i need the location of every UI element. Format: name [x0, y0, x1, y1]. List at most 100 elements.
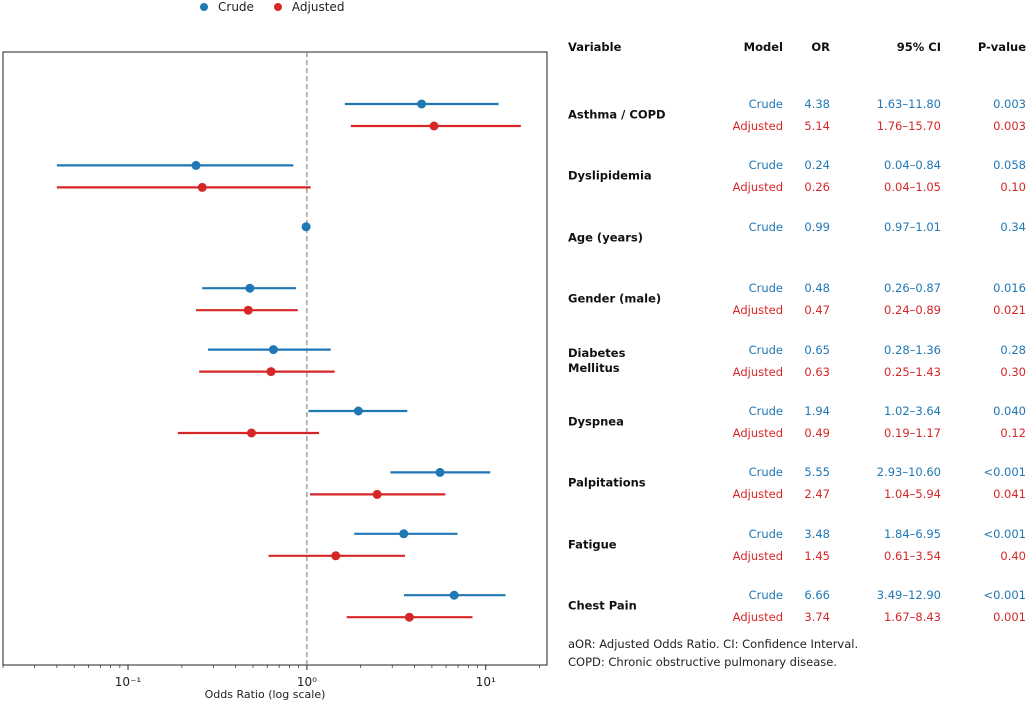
legend-item-crude: Crude: [200, 0, 254, 14]
ci-value: 0.24–0.89: [884, 303, 941, 318]
model-label: Crude: [748, 342, 783, 357]
point-estimate-adjusted: [246, 428, 256, 438]
odds-ratio-value: 2.47: [804, 487, 830, 502]
ci-value: 0.26–0.87: [884, 281, 941, 296]
point-estimate-crude: [435, 467, 445, 477]
ci-value: 0.28–1.36: [884, 342, 941, 357]
odds-ratio-value: 0.49: [804, 426, 830, 440]
ci-value: 2.93–10.60: [876, 465, 941, 480]
plot-frame: [2, 51, 548, 666]
p-value: 0.021: [993, 303, 1026, 318]
variable-label: Age (years): [568, 230, 644, 245]
p-value: 0.040: [993, 404, 1026, 418]
p-value: 0.30: [1000, 364, 1026, 379]
odds-ratio-value: 0.47: [804, 303, 830, 318]
point-estimate-crude: [417, 99, 427, 109]
p-value: 0.016: [993, 281, 1026, 296]
crude-marker-icon: [200, 3, 208, 11]
model-label: Crude: [748, 97, 783, 111]
point-estimate-crude: [399, 529, 409, 539]
point-estimate-crude: [268, 345, 278, 355]
ci-value: 0.61–3.54: [884, 548, 941, 563]
ci-value: 1.63–11.80: [876, 97, 941, 111]
point-estimate-crude: [245, 283, 255, 293]
odds-ratio-value: 5.14: [804, 119, 830, 133]
variable-label: Diabetes Mellitus: [568, 345, 626, 375]
adjusted-marker-icon: [273, 3, 282, 11]
odds-ratio-value: 1.94: [804, 404, 830, 418]
legend-item-adjusted: Adjusted: [273, 0, 345, 14]
p-value: 0.34: [1000, 219, 1026, 234]
odds-ratio-value: 0.24: [804, 158, 830, 173]
p-value: 0.10: [1000, 180, 1026, 195]
x-tick-label: 10⁻¹: [115, 675, 142, 689]
p-value: 0.041: [993, 487, 1026, 502]
model-label: Adjusted: [732, 119, 783, 133]
ci-value: 1.76–15.70: [876, 119, 941, 133]
model-label: Adjusted: [732, 610, 783, 625]
variable-label: Chest Pain: [568, 598, 637, 613]
point-estimate-adjusted: [331, 551, 341, 561]
header-p-value: P-value: [977, 40, 1026, 54]
ci-value: 1.02–3.64: [884, 404, 941, 418]
odds-ratio-value: 3.74: [804, 610, 830, 625]
odds-ratio-value: 3.48: [804, 526, 830, 541]
model-label: Crude: [748, 158, 783, 173]
forest-plot: 10⁻¹ 10⁰ 10¹ Odds Ratio (log scale): [2, 51, 548, 701]
odds-ratio-value: 0.48: [804, 281, 830, 296]
variable-label: Palpitations: [568, 475, 646, 490]
model-label: Adjusted: [732, 426, 783, 440]
variable-label: Asthma / COPD: [568, 107, 666, 122]
legend-label-adjusted: Adjusted: [291, 0, 345, 14]
model-label: Adjusted: [732, 364, 783, 379]
p-value: 0.003: [993, 119, 1026, 133]
odds-ratio-value: 4.38: [804, 97, 830, 111]
point-estimate-crude: [301, 222, 311, 232]
variable-label: Gender (male): [568, 291, 662, 306]
footnote-abbreviations: aOR: Adjusted Odds Ratio. CI: Confidence…: [568, 637, 859, 651]
model-label: Crude: [748, 526, 783, 541]
point-estimate-adjusted: [372, 489, 382, 499]
point-estimate-crude: [449, 590, 459, 600]
variable-label: Fatigue: [568, 537, 617, 552]
header-ci: 95% CI: [896, 40, 941, 54]
header-variable: Variable: [568, 40, 622, 54]
x-tick-label: 10¹: [476, 675, 496, 689]
x-tick-label: 10⁰: [297, 675, 317, 689]
model-label: Adjusted: [732, 487, 783, 502]
ci-value: 0.25–1.43: [884, 364, 941, 379]
model-label: Adjusted: [732, 303, 783, 318]
x-axis-label: Odds Ratio (log scale): [205, 688, 326, 701]
ci-value: 1.84–6.95: [884, 526, 941, 541]
odds-ratio-value: 1.45: [804, 548, 830, 563]
p-value: 0.12: [1000, 426, 1026, 440]
ci-value: 0.04–1.05: [884, 180, 941, 195]
p-value: 0.28: [1000, 342, 1026, 357]
p-value: 0.001: [993, 610, 1026, 625]
variable-label: Dyslipidemia: [568, 168, 652, 183]
model-label: Crude: [748, 465, 783, 480]
point-estimate-adjusted: [429, 121, 439, 131]
header-model: Model: [743, 40, 783, 54]
ci-value: 0.97–1.01: [884, 219, 941, 234]
point-estimate-adjusted: [404, 612, 414, 622]
model-label: Crude: [748, 219, 783, 234]
p-value: <0.001: [983, 526, 1026, 541]
point-estimate-adjusted: [266, 367, 276, 377]
point-estimate-adjusted: [197, 182, 207, 192]
p-value: <0.001: [983, 588, 1026, 603]
legend-label-crude: Crude: [218, 0, 254, 14]
odds-ratio-value: 0.26: [804, 180, 830, 195]
header-or: OR: [811, 40, 830, 54]
ci-value: 3.49–12.90: [876, 588, 941, 603]
model-label: Crude: [748, 588, 783, 603]
model-label: Crude: [748, 404, 783, 418]
model-label: Adjusted: [732, 180, 783, 195]
point-estimate-crude: [353, 406, 363, 416]
model-label: Adjusted: [732, 548, 783, 563]
ci-value: 1.04–5.94: [884, 487, 941, 502]
variable-label: Dyspnea: [568, 414, 624, 429]
odds-ratio-value: 5.55: [804, 465, 830, 480]
ci-value: 1.67–8.43: [884, 610, 941, 625]
odds-ratio-value: 0.65: [804, 342, 830, 357]
